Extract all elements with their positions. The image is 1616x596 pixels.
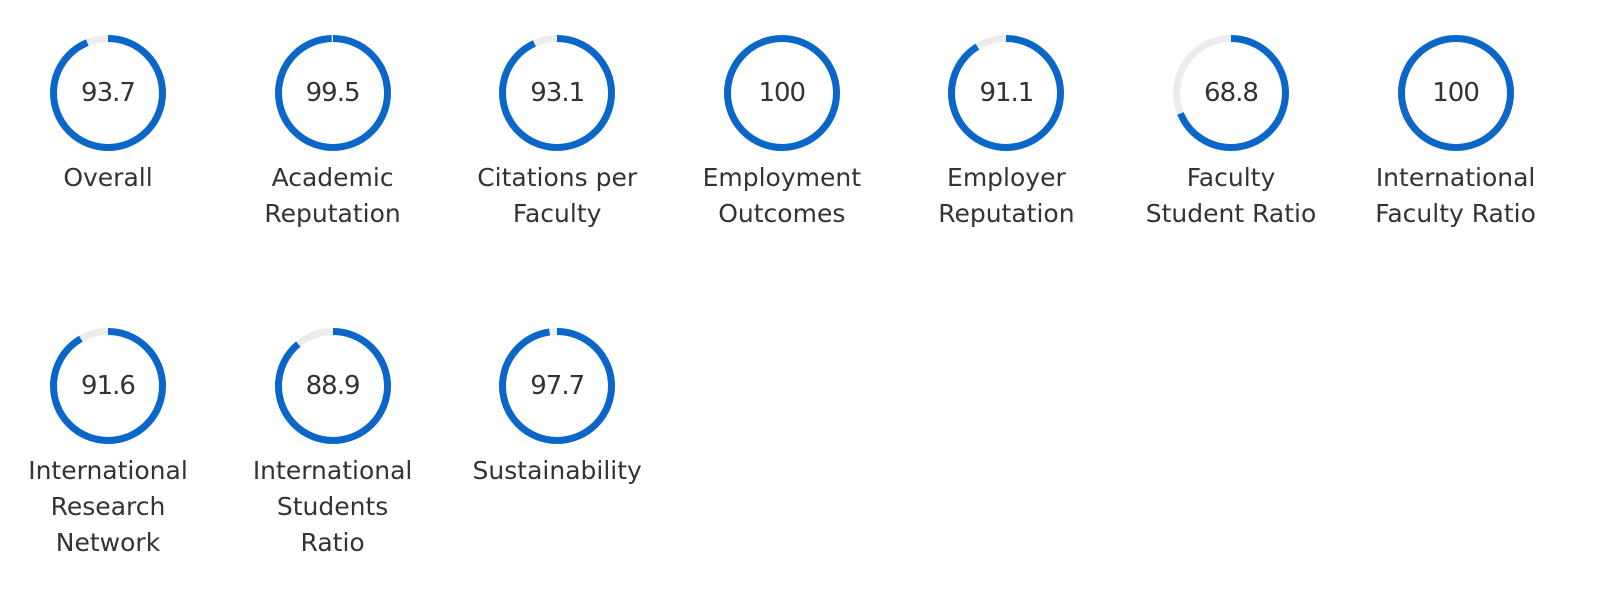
donut-citations-per-faculty: 93.1	[497, 33, 617, 153]
donut-svg	[274, 35, 391, 151]
donut-svg	[948, 35, 1065, 151]
donut-arc-sustainability	[499, 328, 616, 444]
metric-label: Academic Reputation	[264, 163, 401, 228]
donut-arc-employment-outcomes	[723, 35, 840, 151]
donut-international-students-ratio: 88.9	[273, 326, 393, 446]
donut-arc-academic-reputation	[274, 35, 391, 151]
metric-label: Employment Outcomes	[702, 163, 862, 228]
donut-arc-international-students-ratio	[274, 328, 391, 444]
donut-employer-reputation: 91.1	[946, 33, 1066, 153]
donut-value: 91.1	[979, 78, 1034, 108]
metric-label: Sustainability	[472, 456, 642, 485]
metric-label: Employer Reputation	[938, 163, 1075, 228]
donut-international-research-network: 91.6	[48, 326, 168, 446]
donut-arc-international-research-network	[50, 328, 166, 444]
metric-label: International Students Ratio	[252, 456, 413, 557]
donut-value: 97.7	[530, 371, 585, 401]
donut-arc-citations-per-faculty	[499, 35, 616, 151]
donut-svg	[499, 328, 616, 444]
metric-label: International Faculty Ratio	[1375, 163, 1536, 228]
metric-label: Faculty Student Ratio	[1145, 163, 1317, 228]
metric-label: Citations per Faculty	[477, 163, 638, 228]
donut-svg	[50, 328, 166, 444]
donut-value: 99.5	[305, 78, 361, 108]
donut-value: 88.9	[305, 371, 361, 401]
donut-sustainability: 97.7	[497, 326, 617, 446]
donut-arc-international-faculty-ratio	[1397, 35, 1514, 151]
donut-international-faculty-ratio: 100	[1396, 33, 1516, 153]
donut-employment-outcomes: 100	[722, 33, 842, 153]
metric-label: Overall	[63, 163, 153, 192]
donut-value: 91.6	[81, 371, 136, 401]
donut-svg	[723, 35, 840, 151]
donut-arc-faculty-student-ratio	[1173, 35, 1289, 151]
donut-value: 93.7	[81, 78, 136, 108]
donut-value: 100	[1432, 78, 1480, 108]
donut-arc-employer-reputation	[948, 35, 1065, 151]
donut-svg	[50, 35, 166, 151]
donut-value: 68.8	[1204, 78, 1259, 108]
metric-label: International Research Network	[28, 456, 188, 557]
donut-faculty-student-ratio: 68.8	[1171, 33, 1291, 153]
donut-svg	[1397, 35, 1514, 151]
donut-svg	[274, 328, 391, 444]
donut-overall: 93.7	[48, 33, 168, 153]
donut-value: 93.1	[530, 78, 585, 108]
donut-svg	[1173, 35, 1289, 151]
donut-arc-overall	[50, 35, 166, 151]
donut-value: 100	[758, 78, 806, 108]
donut-svg	[499, 35, 616, 151]
donut-academic-reputation: 99.5	[273, 33, 393, 153]
